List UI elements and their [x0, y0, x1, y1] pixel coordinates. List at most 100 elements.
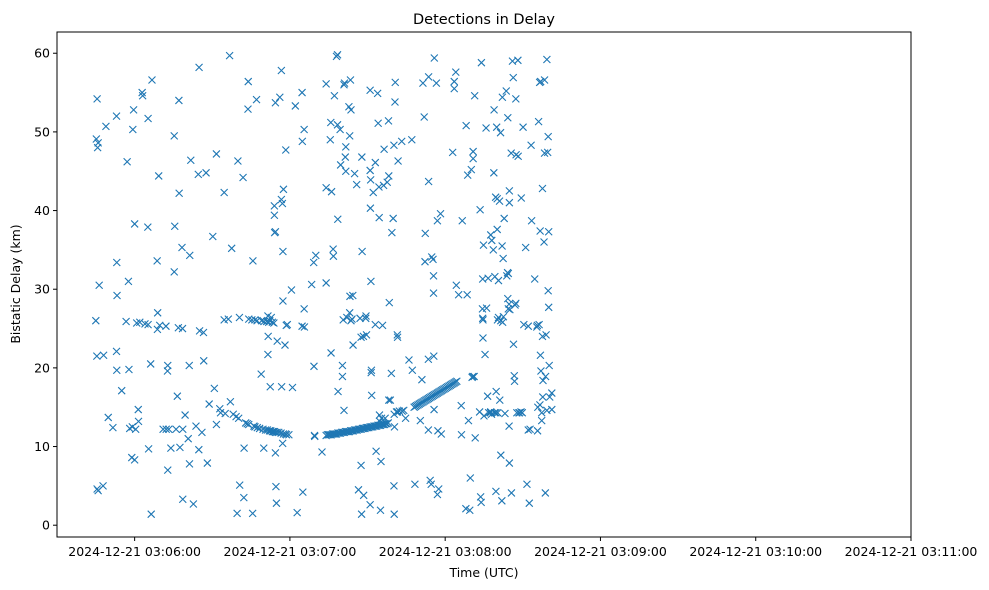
data-point	[424, 72, 433, 81]
data-point	[144, 114, 152, 123]
data-point	[384, 419, 393, 427]
data-point	[144, 445, 153, 453]
data-point	[484, 274, 493, 283]
chart-title: Detections in Delay	[413, 12, 555, 28]
data-point	[153, 325, 162, 334]
data-point	[239, 493, 248, 502]
data-point	[373, 89, 382, 98]
data-point	[463, 171, 472, 180]
data-point	[470, 372, 479, 381]
data-point	[154, 172, 163, 180]
data-point	[527, 216, 536, 225]
data-point	[367, 366, 376, 375]
data-point	[390, 481, 398, 490]
data-point	[390, 422, 399, 431]
data-point	[333, 50, 342, 59]
data-point	[267, 313, 276, 322]
data-point	[272, 482, 280, 491]
data-point	[462, 121, 471, 130]
data-point	[424, 426, 433, 434]
data-point	[366, 166, 375, 175]
data-point	[334, 387, 342, 396]
data-point	[538, 393, 547, 401]
data-point	[298, 322, 306, 331]
data-point	[510, 377, 519, 386]
data-point	[270, 211, 279, 220]
data-point	[148, 76, 156, 84]
y-tick-label: 60	[34, 46, 50, 61]
y-tick-label: 50	[34, 124, 50, 139]
data-point	[185, 251, 194, 260]
data-point	[397, 137, 406, 146]
data-point	[281, 341, 289, 349]
data-point	[112, 258, 121, 267]
data-point	[378, 321, 387, 330]
data-point	[492, 387, 501, 396]
data-point	[278, 439, 287, 448]
data-point	[235, 481, 244, 489]
data-point	[433, 216, 442, 225]
data-point	[469, 147, 478, 156]
data-point	[124, 277, 133, 286]
data-point	[153, 257, 162, 265]
data-point	[162, 425, 171, 434]
data-point	[205, 400, 214, 408]
data-point	[224, 315, 233, 323]
data-point	[91, 316, 100, 325]
data-point	[94, 139, 103, 147]
data-point	[259, 444, 268, 453]
data-point	[424, 177, 433, 186]
data-point	[539, 376, 547, 385]
data-point	[479, 334, 487, 342]
data-point	[429, 255, 437, 264]
data-point	[279, 297, 287, 305]
data-point	[99, 481, 107, 490]
x-tick-label: 2024-12-21 03:11:00	[845, 544, 978, 559]
data-point	[427, 480, 436, 489]
data-point	[249, 257, 257, 265]
data-point	[524, 426, 533, 434]
data-point	[430, 405, 438, 414]
data-point	[458, 216, 467, 225]
data-point	[490, 408, 499, 417]
data-point	[477, 498, 486, 507]
data-point	[467, 165, 476, 174]
data-point	[496, 451, 505, 460]
data-point	[341, 153, 350, 161]
data-point	[407, 135, 416, 144]
data-point	[274, 428, 283, 437]
data-point	[162, 322, 170, 331]
data-point	[385, 298, 394, 307]
data-point	[514, 56, 522, 65]
data-point	[366, 175, 375, 184]
data-point	[199, 356, 208, 365]
data-point	[505, 422, 513, 430]
data-point	[411, 480, 419, 489]
data-point	[227, 244, 236, 253]
data-point	[450, 84, 459, 93]
data-point	[288, 383, 297, 392]
data-point	[536, 351, 545, 360]
data-point	[471, 433, 480, 442]
data-point	[505, 459, 514, 467]
data-point	[112, 366, 121, 375]
data-point	[310, 431, 319, 440]
data-point	[432, 79, 441, 88]
data-point	[333, 120, 342, 129]
data-point	[505, 187, 514, 195]
data-point	[394, 157, 402, 165]
data-point	[504, 269, 513, 278]
data-point	[497, 496, 506, 505]
data-point	[348, 291, 357, 300]
x-tick-label: 2024-12-21 03:09:00	[534, 544, 667, 559]
data-point	[357, 510, 366, 519]
data-point	[507, 489, 516, 497]
x-axis-label: Time (UTC)	[448, 565, 518, 580]
data-point	[405, 356, 413, 364]
data-point	[391, 78, 400, 87]
y-tick-label: 30	[34, 282, 50, 297]
data-point	[393, 408, 402, 416]
data-point	[235, 313, 244, 322]
data-point	[352, 180, 361, 189]
y-tick-label: 10	[34, 439, 50, 454]
